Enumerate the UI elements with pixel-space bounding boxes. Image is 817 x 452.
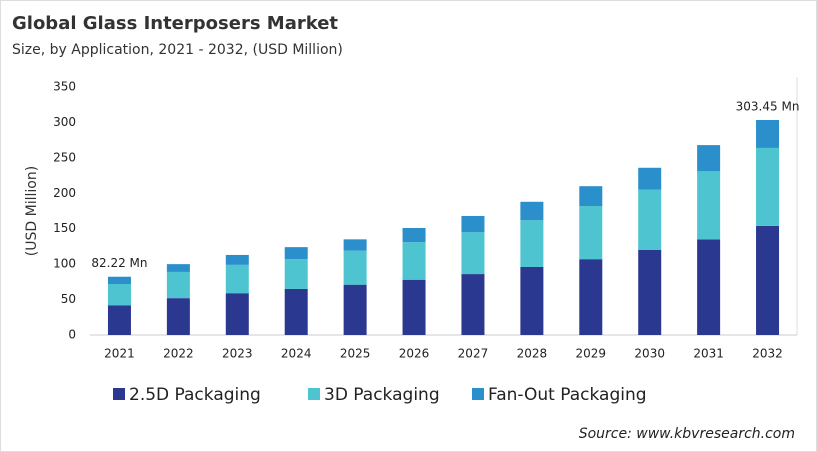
x-tick-label: 2022 xyxy=(163,347,194,361)
chart-title: Global Glass Interposers Market xyxy=(12,13,338,34)
bar-segment xyxy=(107,276,131,284)
bar-segment xyxy=(166,298,190,335)
x-tick-label: 2025 xyxy=(340,347,371,361)
legend-label: 3D Packaging xyxy=(324,385,440,405)
y-tick-label: 100 xyxy=(53,257,76,271)
bar-segment xyxy=(697,145,721,172)
bar-segment xyxy=(756,225,780,335)
bar-segment xyxy=(520,266,544,335)
bar-segment xyxy=(579,206,603,260)
bar-segment xyxy=(402,279,426,335)
y-tick-label: 50 xyxy=(61,292,76,306)
bar-segment xyxy=(461,232,485,275)
chart-subtitle: Size, by Application, 2021 - 2032, (USD … xyxy=(12,42,343,58)
x-tick-label: 2027 xyxy=(458,347,489,361)
bar-segment xyxy=(520,220,544,267)
legend-swatch xyxy=(472,388,484,400)
bar-segment xyxy=(166,264,190,272)
bar-segment xyxy=(638,249,662,335)
bar-segment xyxy=(638,167,662,190)
bar-segment xyxy=(579,186,603,207)
bar-segment xyxy=(697,171,721,240)
bar-segment xyxy=(461,215,485,233)
bar-segment xyxy=(284,247,308,260)
bar-segment xyxy=(579,259,603,335)
bar-segment xyxy=(343,284,367,335)
total-label: 82.22 Mn xyxy=(91,256,147,270)
x-tick-label: 2024 xyxy=(281,347,312,361)
x-tick-label: 2028 xyxy=(517,347,548,361)
legend-label: Fan-Out Packaging xyxy=(488,385,647,405)
bar-segment xyxy=(343,239,367,251)
y-axis-label: (USD Million) xyxy=(24,166,40,256)
bar-segment xyxy=(402,228,426,243)
bar-segment xyxy=(343,250,367,285)
source: Source: www.kbvresearch.com xyxy=(579,426,795,442)
x-tick-label: 2029 xyxy=(576,347,607,361)
bar-segment xyxy=(284,288,308,335)
bar-segment xyxy=(638,189,662,250)
x-tick-label: 2031 xyxy=(693,347,724,361)
y-tick-label: 350 xyxy=(53,80,76,94)
x-tick-label: 2032 xyxy=(752,347,783,361)
legend-swatch xyxy=(113,388,125,400)
legend-swatch xyxy=(308,388,320,400)
y-tick-label: 300 xyxy=(53,115,76,129)
x-tick-label: 2021 xyxy=(104,347,135,361)
y-tick-label: 150 xyxy=(53,221,76,235)
y-tick-label: 200 xyxy=(53,186,76,200)
bar-segment xyxy=(107,305,131,335)
bar-segment xyxy=(225,293,249,335)
bar-segment xyxy=(756,119,780,148)
bar-segment xyxy=(284,259,308,289)
legend-label: 2.5D Packaging xyxy=(129,385,261,405)
bar-segment xyxy=(756,147,780,226)
y-tick-label: 250 xyxy=(53,150,76,164)
x-tick-label: 2023 xyxy=(222,347,253,361)
bar-segment xyxy=(107,283,131,306)
bar-segment xyxy=(402,242,426,280)
bar-segment xyxy=(520,201,544,221)
bar-segment xyxy=(697,239,721,335)
x-tick-label: 2030 xyxy=(634,347,665,361)
bar-segment xyxy=(225,254,249,265)
bar-segment xyxy=(166,271,190,299)
y-tick-label: 0 xyxy=(68,328,76,342)
bar-segment xyxy=(225,264,249,294)
x-tick-label: 2026 xyxy=(399,347,430,361)
bar-segment xyxy=(461,274,485,335)
total-label: 303.45 Mn xyxy=(736,99,800,113)
